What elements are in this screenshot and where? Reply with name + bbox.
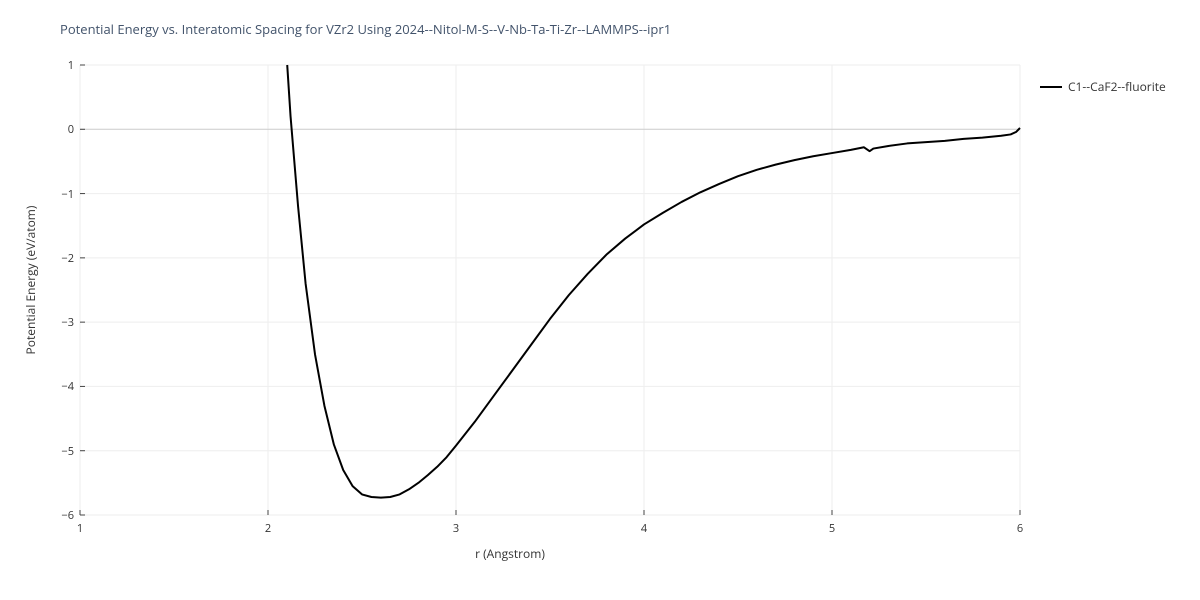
legend-line-swatch [1040, 86, 1062, 88]
y-tick-label: −4 [50, 379, 74, 394]
x-tick-label: 6 [1010, 521, 1030, 536]
y-tick-label: 1 [50, 58, 74, 73]
plot-svg [0, 0, 1200, 600]
x-tick-label: 1 [70, 521, 90, 536]
chart-container: { "chart": { "type": "line", "title": "P… [0, 0, 1200, 600]
x-tick-label: 4 [634, 521, 654, 536]
y-axis-label: Potential Energy (eV/atom) [22, 180, 39, 380]
x-axis-label: r (Angstrom) [0, 545, 1020, 562]
y-tick-label: −3 [50, 315, 74, 330]
x-tick-label: 2 [258, 521, 278, 536]
x-tick-label: 3 [446, 521, 466, 536]
y-tick-label: −1 [50, 187, 74, 202]
y-tick-label: −6 [50, 508, 74, 523]
legend[interactable]: C1--CaF2--fluorite [1040, 78, 1166, 95]
y-tick-label: 0 [50, 122, 74, 137]
y-tick-label: −5 [50, 444, 74, 459]
x-tick-label: 5 [822, 521, 842, 536]
legend-label: C1--CaF2--fluorite [1068, 78, 1166, 95]
y-tick-label: −2 [50, 251, 74, 266]
